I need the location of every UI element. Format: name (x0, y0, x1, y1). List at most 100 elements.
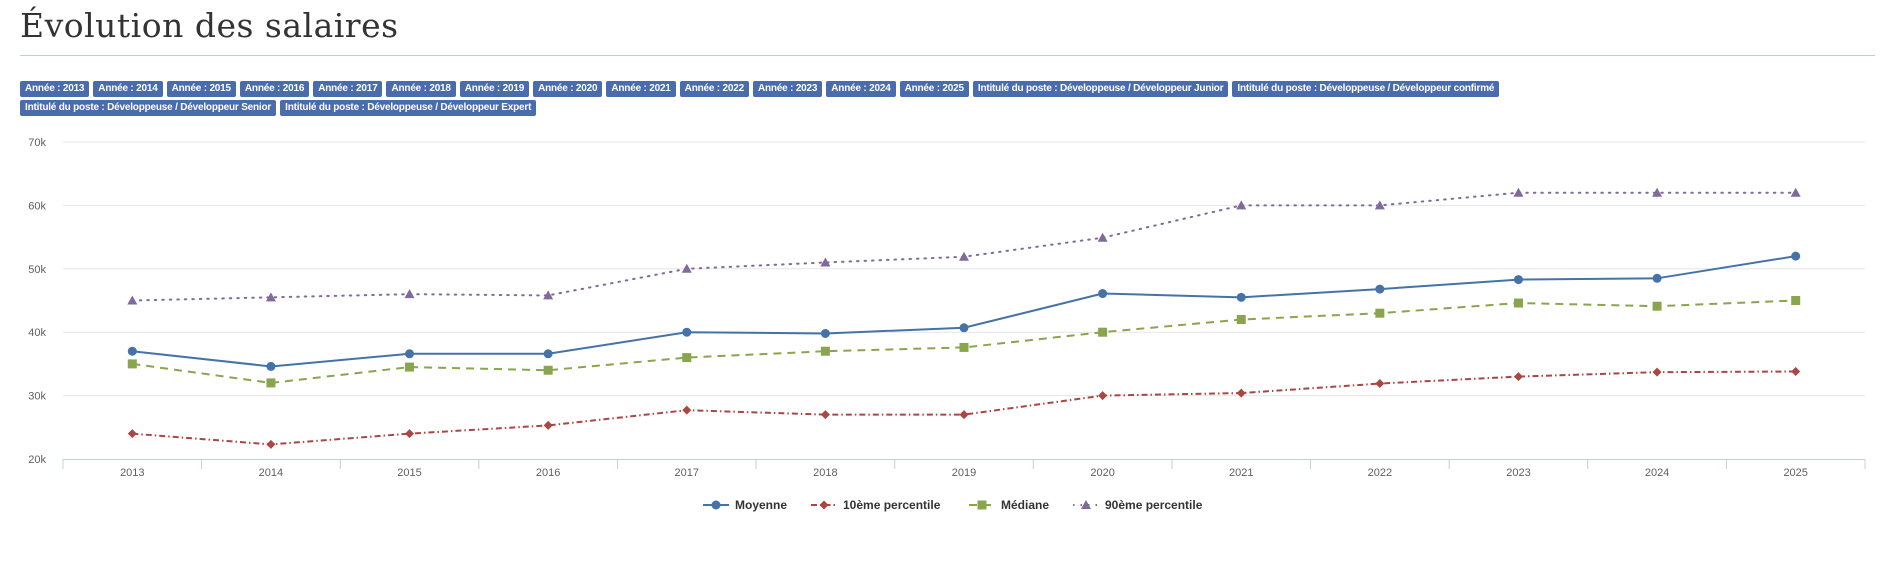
filter-tag[interactable]: Année : 2013 (20, 81, 90, 97)
filter-tag[interactable]: Année : 2022 (679, 81, 749, 97)
y-tick-label: 60k (28, 200, 46, 212)
data-point[interactable] (1236, 200, 1247, 210)
data-point[interactable] (1652, 301, 1662, 311)
data-point[interactable] (820, 346, 830, 356)
filter-tag[interactable]: Intitulé du poste : Développeuse / Dével… (972, 81, 1229, 97)
data-point[interactable] (820, 257, 831, 267)
legend-marker[interactable] (711, 500, 721, 510)
data-point[interactable] (1791, 296, 1801, 305)
data-point[interactable] (959, 323, 969, 333)
data-point[interactable] (1513, 298, 1523, 308)
data-point[interactable] (1791, 251, 1801, 261)
data-point[interactable] (1098, 327, 1108, 337)
x-tick-label: 2016 (536, 467, 560, 479)
data-point[interactable] (1374, 200, 1385, 210)
data-point[interactable] (543, 365, 553, 375)
data-point[interactable] (543, 349, 553, 359)
series-1 (127, 367, 1801, 449)
filter-tag[interactable]: Intitulé du poste : Développeuse / Dével… (20, 100, 277, 116)
data-point[interactable] (266, 439, 276, 449)
series-0 (127, 251, 1801, 371)
legend-item[interactable]: 90ème percentile (1073, 498, 1203, 512)
data-point[interactable] (959, 342, 969, 352)
data-point[interactable] (820, 410, 830, 420)
data-point[interactable] (1652, 187, 1663, 197)
y-tick-label: 30k (28, 391, 46, 403)
data-point[interactable] (1236, 292, 1246, 302)
filter-tag[interactable]: Année : 2021 (606, 81, 676, 97)
filter-tag[interactable]: Année : 2017 (313, 81, 383, 97)
data-point[interactable] (405, 349, 415, 359)
data-point[interactable] (1097, 232, 1108, 242)
series-line (132, 299, 1796, 384)
filter-tag[interactable]: Année : 2019 (459, 81, 530, 97)
y-tick-label: 40k (28, 327, 46, 339)
data-point[interactable] (127, 359, 137, 369)
data-point[interactable] (127, 346, 137, 356)
data-point[interactable] (405, 362, 415, 372)
data-point[interactable] (127, 429, 137, 439)
x-tick-label: 2014 (259, 467, 283, 479)
legend-marker[interactable] (819, 500, 829, 510)
y-tick-label: 20k (28, 454, 46, 466)
data-point[interactable] (682, 405, 692, 415)
filter-tag[interactable]: Intitulé du poste : Développeuse / Dével… (1232, 81, 1500, 97)
x-tick-label: 2021 (1229, 467, 1253, 479)
series-2 (127, 296, 1801, 388)
x-tick-label: 2025 (1783, 467, 1807, 479)
data-point[interactable] (266, 361, 276, 371)
legend-item[interactable]: Moyenne (703, 498, 787, 512)
data-point[interactable] (959, 410, 969, 420)
series-line (131, 191, 1797, 302)
data-point[interactable] (1652, 367, 1662, 377)
data-point[interactable] (1375, 379, 1385, 389)
data-point[interactable] (543, 290, 554, 300)
title-divider (20, 55, 1875, 56)
filter-tag[interactable]: Année : 2014 (93, 81, 163, 97)
filter-tag[interactable]: Année : 2024 (826, 81, 896, 97)
filter-tags: Année : 2013 Année : 2014 Année : 2015 Anné… (20, 81, 1680, 116)
filter-tag[interactable]: Année : 2025 (899, 81, 969, 97)
data-point[interactable] (1513, 372, 1523, 382)
data-point[interactable] (1098, 289, 1108, 299)
data-point[interactable] (127, 295, 138, 305)
data-point[interactable] (1375, 284, 1385, 294)
data-point[interactable] (266, 378, 276, 388)
data-point[interactable] (404, 289, 415, 299)
data-point[interactable] (1098, 391, 1108, 401)
data-point[interactable] (682, 327, 692, 337)
data-point[interactable] (265, 292, 276, 302)
legend-label: 10ème percentile (843, 498, 941, 512)
data-point[interactable] (682, 353, 692, 363)
data-point[interactable] (1236, 388, 1246, 398)
data-point[interactable] (1791, 367, 1801, 377)
filter-tag[interactable]: Année : 2020 (533, 81, 603, 97)
data-point[interactable] (959, 251, 969, 261)
data-point[interactable] (1513, 187, 1524, 197)
data-point[interactable] (820, 328, 830, 338)
legend-marker[interactable] (977, 500, 987, 510)
x-tick-label: 2013 (120, 467, 144, 479)
filter-tag[interactable]: Année : 2015 (166, 81, 236, 97)
data-point[interactable] (1236, 315, 1246, 325)
filter-tag[interactable]: Année : 2018 (386, 81, 456, 97)
legend-item[interactable]: Médiane (969, 498, 1049, 512)
data-point[interactable] (543, 420, 553, 430)
filter-tag[interactable]: Année : 2023 (752, 81, 823, 97)
filter-tag[interactable]: Intitulé du poste : Développeuse / Dével… (280, 100, 537, 116)
filter-tag[interactable]: Année : 2016 (239, 81, 310, 97)
data-point[interactable] (405, 429, 415, 439)
x-tick-label: 2018 (813, 467, 837, 479)
x-tick-label: 2023 (1506, 467, 1530, 479)
legend-marker[interactable] (1081, 500, 1091, 509)
data-point[interactable] (1513, 275, 1523, 285)
data-point[interactable] (1790, 187, 1801, 197)
data-point[interactable] (681, 263, 692, 273)
data-point[interactable] (1652, 273, 1662, 283)
legend-item[interactable]: 10ème percentile (811, 498, 941, 512)
data-point[interactable] (1375, 308, 1385, 318)
legend-label: 90ème percentile (1105, 498, 1203, 512)
series-line (132, 370, 1796, 446)
x-tick-label: 2015 (397, 467, 421, 479)
